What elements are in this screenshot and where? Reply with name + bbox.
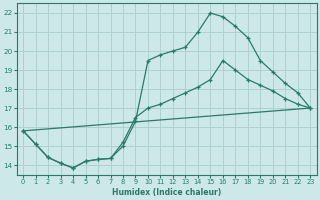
X-axis label: Humidex (Indice chaleur): Humidex (Indice chaleur) (112, 188, 221, 197)
